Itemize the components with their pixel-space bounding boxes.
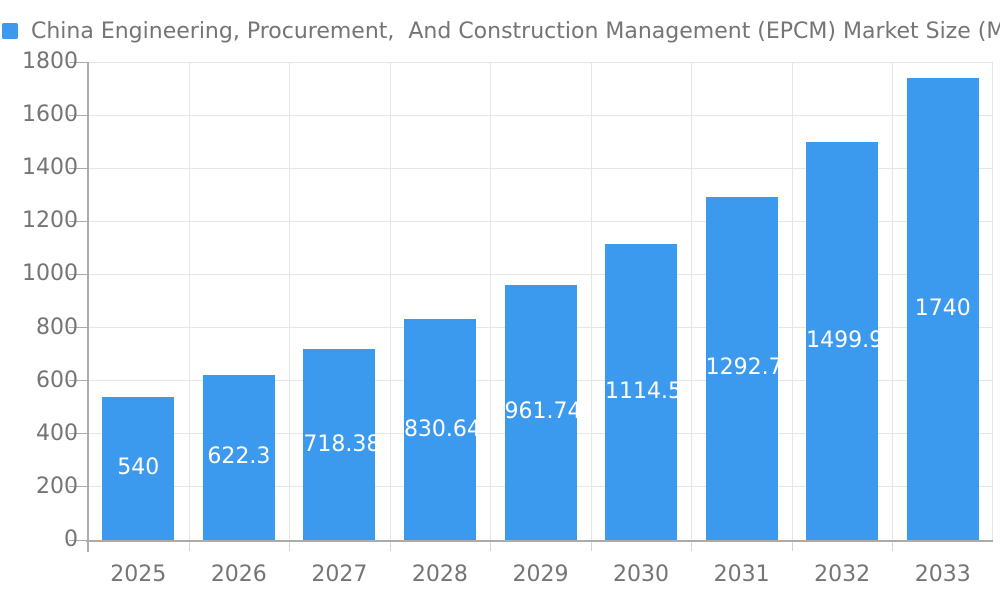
gridline-vertical: [791, 62, 793, 540]
plot-area: 0 200 400 600 800 1000 1200 1400 1600 1800 540 2025…: [22, 49, 993, 587]
x-axis-label: 2032: [814, 562, 871, 587]
x-axis-label: 2026: [210, 562, 267, 587]
y-axis-label: 1800: [22, 49, 78, 74]
y-axis-tick: [69, 327, 87, 329]
bar-value-label: 961.74: [504, 399, 582, 425]
y-axis-label: 0: [64, 527, 78, 552]
x-axis-tick: [590, 542, 592, 551]
bar[interactable]: [403, 319, 476, 540]
x-axis-tick: [188, 542, 190, 551]
plot-right-border: [992, 62, 993, 540]
y-axis-label: 1600: [22, 102, 78, 128]
y-axis-tick: [69, 220, 87, 222]
bar[interactable]: [605, 244, 678, 540]
y-axis-tick: [69, 273, 87, 275]
gridline-horizontal: [88, 273, 993, 275]
x-axis-label: 2029: [512, 562, 569, 587]
x-axis-tick: [892, 542, 894, 551]
bar-value-label: 622.3: [207, 444, 271, 470]
bar[interactable]: [806, 141, 879, 540]
y-axis-label: 600: [36, 367, 78, 393]
y-axis-line: [87, 62, 89, 552]
gridline-horizontal: [88, 220, 993, 222]
gridline-horizontal: [88, 167, 993, 169]
x-axis-label: 2031: [713, 562, 770, 587]
y-axis-label: 1200: [22, 208, 78, 234]
bar-value-label: 830.64: [403, 416, 481, 442]
gridline-vertical: [389, 62, 391, 540]
gridline-vertical: [289, 62, 291, 540]
legend-swatch-icon: [2, 23, 18, 39]
gridline-vertical: [691, 62, 693, 540]
bar[interactable]: [202, 374, 275, 540]
bar-value-label: 1499.9: [806, 327, 884, 353]
y-axis-tick: [69, 539, 87, 541]
y-axis-label: 400: [36, 420, 78, 446]
gridline-vertical: [490, 62, 492, 540]
bar-value-label: 1292.7: [705, 355, 783, 381]
bar-value-label: 540: [117, 455, 160, 481]
y-axis-label: 1400: [22, 155, 78, 181]
x-axis-line: [86, 540, 993, 542]
gridline-vertical: [188, 62, 190, 540]
bar[interactable]: [906, 77, 979, 540]
y-axis-tick: [69, 114, 87, 116]
bar-value-label: 718.38: [303, 431, 381, 457]
bar[interactable]: [303, 349, 376, 540]
x-axis-tick: [490, 542, 492, 551]
bar[interactable]: [504, 284, 577, 540]
x-axis-label: 2030: [613, 562, 670, 587]
bar[interactable]: [705, 196, 778, 540]
gridline-vertical: [892, 62, 894, 540]
y-axis-tick: [69, 486, 87, 488]
bar-value-label: 1114.5: [605, 379, 683, 405]
x-axis-label: 2028: [411, 562, 468, 587]
bar-value-label: 1740: [914, 295, 971, 321]
x-axis-label: 2027: [311, 562, 368, 587]
y-axis-label: 200: [36, 473, 78, 499]
y-axis-tick: [69, 380, 87, 382]
chart-title: China Engineering, Procurement, And Cons…: [31, 19, 1000, 44]
y-axis-tick: [69, 167, 87, 169]
bar[interactable]: [102, 396, 175, 540]
x-axis-label: 2025: [110, 562, 167, 587]
gridline-vertical: [590, 62, 592, 540]
y-axis-label: 800: [36, 314, 78, 340]
x-axis-tick: [691, 542, 693, 551]
x-axis-tick: [289, 542, 291, 551]
x-axis-label: 2033: [914, 562, 971, 587]
x-axis-tick: [791, 542, 793, 551]
gridline-horizontal: [88, 61, 993, 63]
y-axis-tick: [69, 61, 87, 63]
gridline-horizontal: [88, 114, 993, 116]
chart-legend: China Engineering, Procurement, And Cons…: [0, 0, 1000, 56]
y-axis-tick: [69, 433, 87, 435]
x-axis-tick: [389, 542, 391, 551]
y-axis-label: 1000: [22, 261, 78, 287]
